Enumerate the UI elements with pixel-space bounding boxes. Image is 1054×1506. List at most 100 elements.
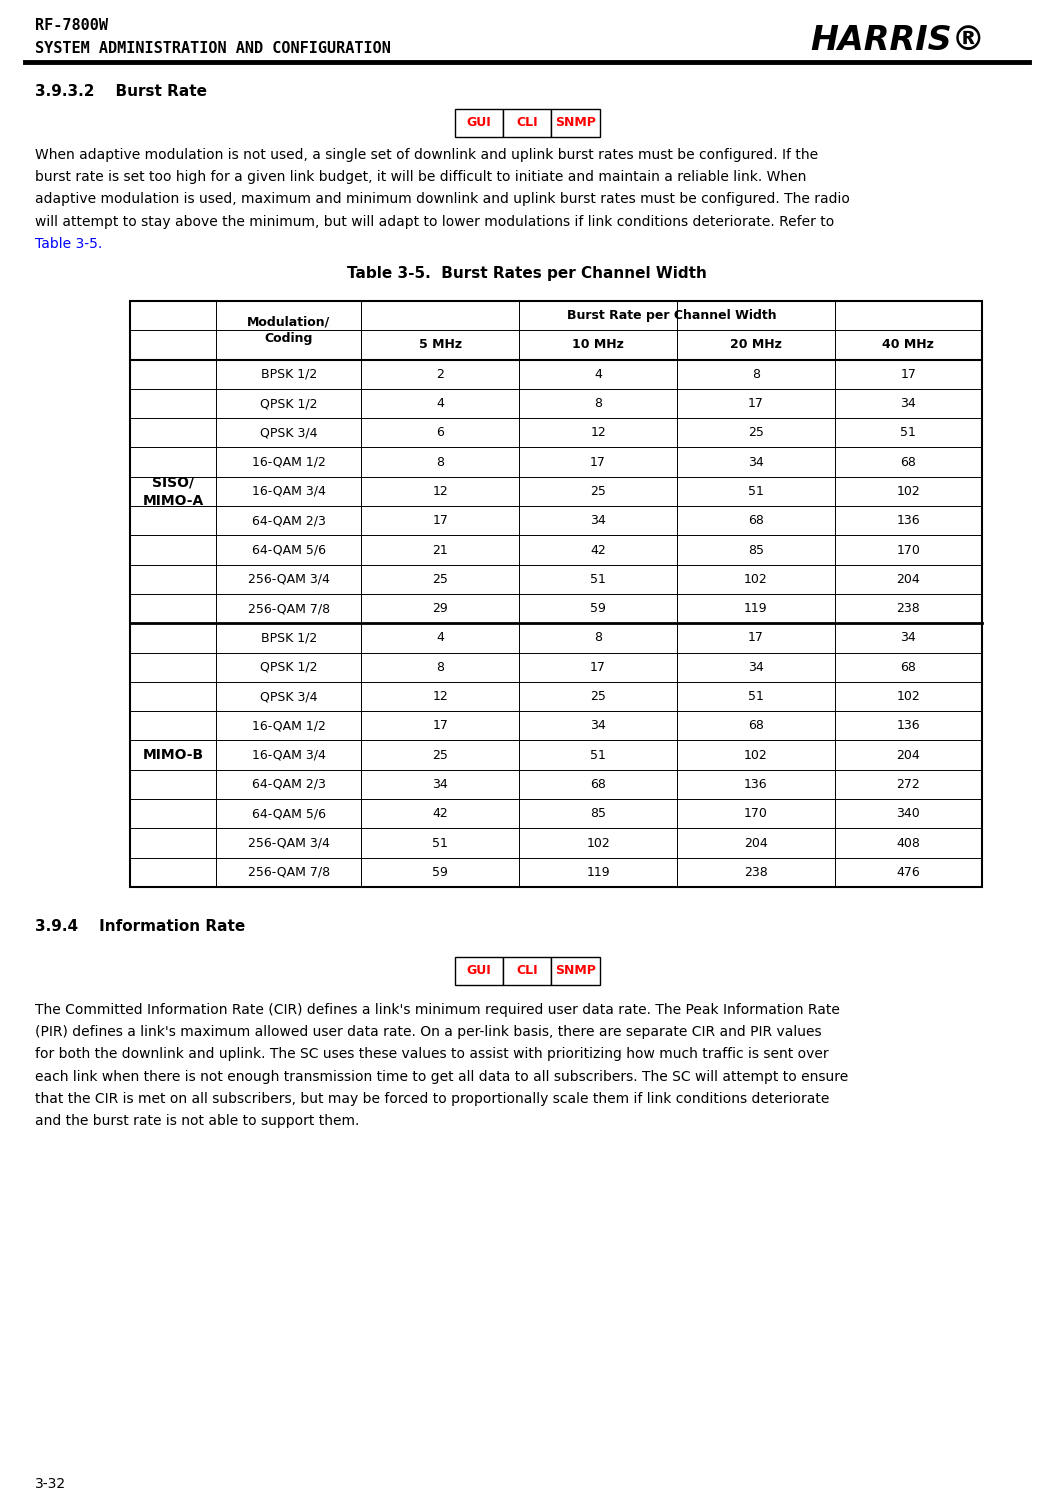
Text: QPSK 1/2: QPSK 1/2	[260, 661, 317, 673]
Text: The Committed Information Rate (CIR) defines a link's minimum required user data: The Committed Information Rate (CIR) def…	[35, 1003, 840, 1017]
Text: 51: 51	[432, 836, 448, 849]
Text: 34: 34	[900, 631, 916, 645]
Text: Modulation/
Coding: Modulation/ Coding	[248, 316, 331, 345]
Text: SNMP: SNMP	[554, 116, 596, 130]
Text: 10 MHz: 10 MHz	[572, 339, 624, 351]
Text: 136: 136	[897, 720, 920, 732]
Text: 8: 8	[436, 661, 445, 673]
Text: 34: 34	[748, 661, 764, 673]
Text: 17: 17	[432, 720, 448, 732]
Text: 238: 238	[744, 866, 767, 880]
Text: 51: 51	[590, 748, 606, 762]
Text: SYSTEM ADMINISTRATION AND CONFIGURATION: SYSTEM ADMINISTRATION AND CONFIGURATION	[35, 41, 391, 56]
Text: 42: 42	[432, 807, 448, 821]
Text: 12: 12	[590, 426, 606, 440]
Bar	[503, 956, 551, 985]
Text: 17: 17	[900, 367, 916, 381]
Text: 340: 340	[897, 807, 920, 821]
Text: 20 MHz: 20 MHz	[730, 339, 782, 351]
Bar	[551, 956, 600, 985]
Bar	[551, 108, 600, 137]
Text: 25: 25	[748, 426, 764, 440]
Text: will attempt to stay above the minimum, but will adapt to lower modulations if l: will attempt to stay above the minimum, …	[35, 214, 835, 229]
Text: 34: 34	[590, 514, 606, 527]
Text: adaptive modulation is used, maximum and minimum downlink and uplink burst rates: adaptive modulation is used, maximum and…	[35, 193, 850, 206]
Bar	[454, 956, 503, 985]
Text: 17: 17	[590, 456, 606, 468]
Text: 256-QAM 7/8: 256-QAM 7/8	[248, 602, 330, 614]
Text: 34: 34	[432, 779, 448, 791]
Text: 51: 51	[590, 572, 606, 586]
Text: 34: 34	[748, 456, 764, 468]
Text: 34: 34	[900, 398, 916, 410]
Text: 64-QAM 5/6: 64-QAM 5/6	[252, 807, 326, 821]
Text: 102: 102	[897, 485, 920, 498]
Text: 136: 136	[744, 779, 767, 791]
Text: 119: 119	[586, 866, 610, 880]
Text: 68: 68	[900, 456, 916, 468]
Text: SNMP: SNMP	[554, 964, 596, 977]
Text: 25: 25	[432, 748, 448, 762]
Text: 59: 59	[590, 602, 606, 614]
Text: HARRIS®: HARRIS®	[811, 24, 985, 57]
Text: 64-QAM 5/6: 64-QAM 5/6	[252, 544, 326, 557]
Text: 6: 6	[436, 426, 444, 440]
Text: SISO/
MIMO-A: SISO/ MIMO-A	[142, 476, 203, 508]
Text: 204: 204	[897, 748, 920, 762]
Text: that the CIR is met on all subscribers, but may be forced to proportionally scal: that the CIR is met on all subscribers, …	[35, 1092, 829, 1105]
Text: 29: 29	[432, 602, 448, 614]
Text: 17: 17	[432, 514, 448, 527]
Text: 102: 102	[586, 836, 610, 849]
Text: 12: 12	[432, 485, 448, 498]
Text: Burst Rate per Channel Width: Burst Rate per Channel Width	[567, 309, 777, 322]
Text: 68: 68	[590, 779, 606, 791]
Bar	[130, 301, 982, 887]
Text: QPSK 1/2: QPSK 1/2	[260, 398, 317, 410]
Text: 51: 51	[748, 690, 764, 703]
Text: 85: 85	[748, 544, 764, 557]
Text: 68: 68	[748, 514, 764, 527]
Text: 42: 42	[590, 544, 606, 557]
Text: each link when there is not enough transmission time to get all data to all subs: each link when there is not enough trans…	[35, 1069, 848, 1084]
Text: 8: 8	[752, 367, 760, 381]
Text: 17: 17	[590, 661, 606, 673]
Text: GUI: GUI	[466, 964, 491, 977]
Text: CLI: CLI	[516, 964, 538, 977]
Text: 238: 238	[897, 602, 920, 614]
Text: 16-QAM 3/4: 16-QAM 3/4	[252, 485, 326, 498]
Text: 16-QAM 1/2: 16-QAM 1/2	[252, 720, 326, 732]
Text: 17: 17	[748, 398, 764, 410]
Text: 170: 170	[744, 807, 767, 821]
Text: 21: 21	[432, 544, 448, 557]
Text: 51: 51	[900, 426, 916, 440]
Text: QPSK 3/4: QPSK 3/4	[260, 426, 317, 440]
Text: 476: 476	[897, 866, 920, 880]
Text: 51: 51	[748, 485, 764, 498]
Text: 256-QAM 7/8: 256-QAM 7/8	[248, 866, 330, 880]
Text: 119: 119	[744, 602, 767, 614]
Text: BPSK 1/2: BPSK 1/2	[260, 367, 317, 381]
Text: 25: 25	[590, 485, 606, 498]
Text: 272: 272	[897, 779, 920, 791]
Text: 408: 408	[897, 836, 920, 849]
Text: 85: 85	[590, 807, 606, 821]
Text: for both the downlink and uplink. The SC uses these values to assist with priori: for both the downlink and uplink. The SC…	[35, 1047, 828, 1062]
Text: and the burst rate is not able to support them.: and the burst rate is not able to suppor…	[35, 1114, 359, 1128]
Text: 3-32: 3-32	[35, 1477, 66, 1491]
Text: 102: 102	[744, 572, 767, 586]
Text: 102: 102	[744, 748, 767, 762]
Text: 64-QAM 2/3: 64-QAM 2/3	[252, 779, 326, 791]
Text: 64-QAM 2/3: 64-QAM 2/3	[252, 514, 326, 527]
Text: 68: 68	[748, 720, 764, 732]
Text: CLI: CLI	[516, 116, 538, 130]
Text: 4: 4	[594, 367, 602, 381]
Text: Table 3-5.  Burst Rates per Channel Width: Table 3-5. Burst Rates per Channel Width	[347, 267, 707, 282]
Text: Table 3-5.: Table 3-5.	[35, 236, 102, 252]
Text: 8: 8	[594, 631, 602, 645]
Bar	[503, 108, 551, 137]
Text: 8: 8	[436, 456, 445, 468]
Text: 16-QAM 3/4: 16-QAM 3/4	[252, 748, 326, 762]
Text: 40 MHz: 40 MHz	[882, 339, 934, 351]
Text: When adaptive modulation is not used, a single set of downlink and uplink burst : When adaptive modulation is not used, a …	[35, 148, 818, 163]
Text: 4: 4	[436, 631, 444, 645]
